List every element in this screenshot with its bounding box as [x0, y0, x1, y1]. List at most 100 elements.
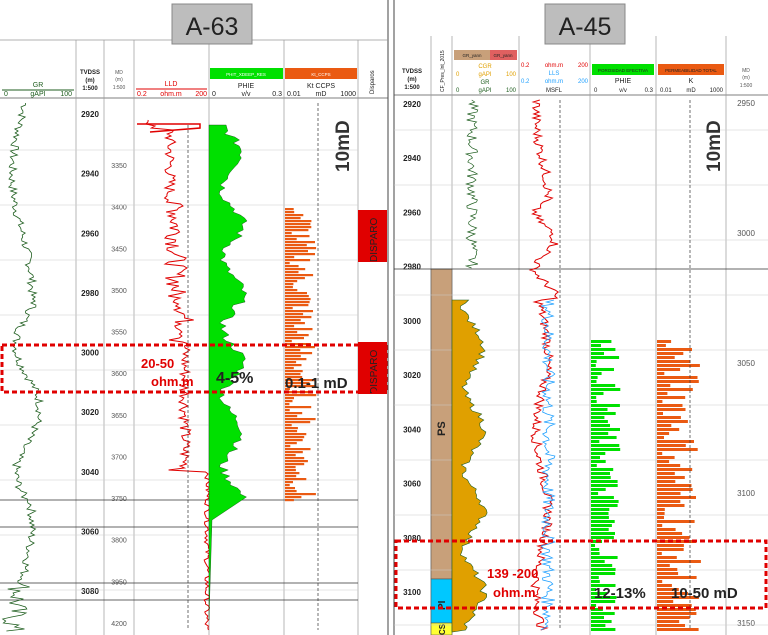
perm-spike [285, 316, 312, 319]
perm-spike [285, 487, 295, 490]
perm-spike [285, 226, 312, 229]
perm-spike [285, 208, 294, 211]
perm-spike [657, 528, 676, 531]
perm-spike [285, 484, 290, 487]
perm-spike [285, 223, 311, 226]
depth-tick-label: 3450 [111, 246, 127, 253]
depth-tick-label: 2950 [737, 99, 755, 108]
phie-spike [591, 612, 615, 615]
zone-cs-label: CS [438, 623, 447, 635]
resistivity-unit-left: ohm.m [151, 374, 194, 389]
perm-spike [657, 568, 678, 571]
depth-tick-label: 3550 [111, 330, 127, 337]
perm-spike [285, 352, 313, 355]
phie-spike [591, 424, 610, 427]
gr-right-top2: GR_yann [493, 53, 513, 58]
perm-spike [657, 548, 684, 551]
perm-spike [657, 404, 683, 407]
perm-spike [657, 460, 670, 463]
tvdss-unit-right: (m) [407, 77, 416, 83]
perm-spike [285, 334, 309, 337]
perm-spike [285, 400, 293, 403]
tvdss-name-right: TVDSS [402, 69, 422, 75]
depth-tick-label: 3150 [737, 619, 755, 628]
phie-spike [591, 496, 614, 499]
phie-spike [591, 452, 606, 455]
header-tvdss-right: TVDSS (m) 1:500 [402, 69, 422, 91]
phie-name: PHIE [238, 83, 255, 90]
perm-spike [285, 253, 315, 256]
phie-spike [591, 460, 606, 463]
perm-spike [657, 360, 691, 363]
depth-tick-label: 3040 [81, 468, 99, 477]
perm-spike [657, 576, 697, 579]
gr-fill-right [451, 299, 488, 633]
perm-spike [285, 481, 293, 484]
perm-spike [285, 385, 316, 388]
perm-spike [285, 397, 294, 400]
perm-spike [285, 283, 294, 286]
perm-spike [285, 379, 316, 382]
md-scale: 1:500 [113, 85, 126, 91]
perm-spike [657, 572, 679, 575]
perm-spike [657, 620, 680, 623]
phie-spike [591, 524, 612, 527]
perm-spike [285, 367, 294, 370]
perm-spike [657, 440, 694, 443]
log-curves-left [0, 102, 358, 632]
depth-tick-label: 3060 [81, 527, 99, 536]
phie-spike [591, 628, 616, 631]
gr-right-min: 0 [456, 72, 460, 78]
perm-spike [285, 259, 311, 262]
perm-spike [285, 268, 306, 271]
perm-spike [657, 428, 680, 431]
perm-spike [285, 220, 312, 223]
perm-spike [285, 496, 302, 499]
perm-spike [657, 400, 663, 403]
perm-spike [285, 358, 307, 361]
phie-spike [591, 464, 597, 467]
phie-spike [591, 448, 621, 451]
perm-spike [657, 544, 684, 547]
depth-tick-label: 3100 [403, 588, 421, 597]
perm-spike [657, 444, 686, 447]
phie-spike [591, 396, 597, 399]
perm-spike [657, 448, 698, 451]
phie-spike [591, 484, 618, 487]
header-lld: LLD 0.2 ohm.m 200 [136, 81, 207, 98]
header-perm-right: PERMEABILIDAD TOTAL K 0.01 mD 1000 [658, 64, 724, 94]
phie-spike [591, 428, 620, 431]
perm-spike [285, 442, 297, 445]
disparos-header: Disparos [370, 70, 376, 94]
perm-spike [285, 271, 299, 274]
perm-spike [285, 460, 308, 463]
depth-tick-label: 2920 [403, 100, 421, 109]
perm-spike [657, 556, 677, 559]
perm-spike [285, 388, 290, 391]
perm-spike [657, 600, 674, 603]
perm-spike [657, 436, 664, 439]
tvdss-scale: 1:500 [82, 86, 98, 92]
phie-range-right: 12-13% [594, 585, 646, 602]
phie-spike [591, 404, 620, 407]
depth-tick-label: 3500 [111, 288, 127, 295]
perm-spike [657, 344, 666, 347]
perm-spike [657, 396, 686, 399]
perm-spike [285, 262, 290, 265]
perm-spike [285, 331, 298, 334]
phie-spike [591, 476, 611, 479]
perm-spike [285, 472, 300, 475]
perm-right-max: 1000 [710, 88, 724, 94]
lld-name: LLD [165, 81, 178, 88]
depth-tick-label: 3040 [403, 425, 421, 434]
depth-tick-label: 3000 [403, 317, 421, 326]
header-perm-left: Kt_CCPS Kt CCPS 0.01 mD 1000 [285, 68, 357, 98]
perm-spike [657, 564, 670, 567]
perm-spike [285, 451, 303, 454]
perm-spike [657, 608, 696, 611]
phie-spike [591, 588, 597, 591]
perm-spike [285, 256, 295, 259]
phie-spike [591, 552, 600, 555]
perm-spike [657, 584, 672, 587]
perm-range-left: 0.1-1 mD [285, 375, 348, 392]
